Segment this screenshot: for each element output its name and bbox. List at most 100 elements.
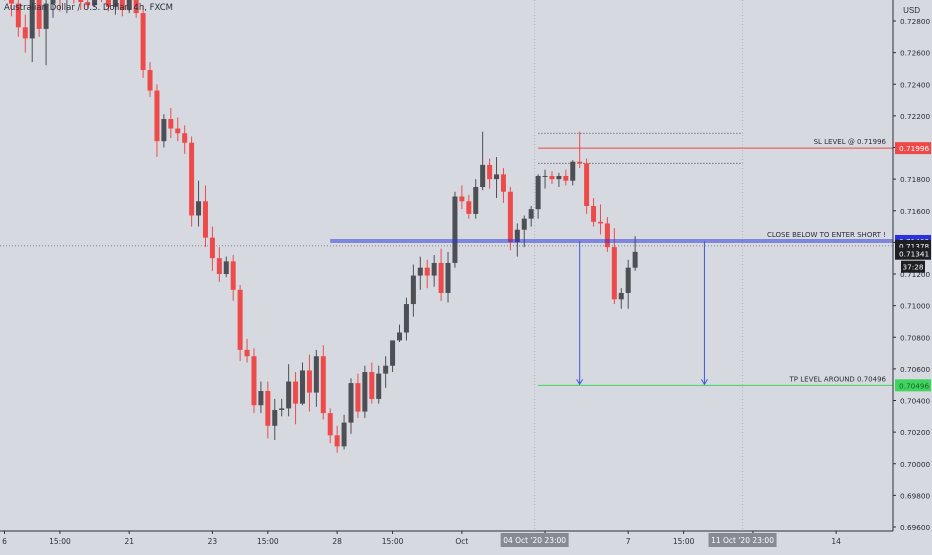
candle-body[interactable] (438, 262, 444, 293)
candle-body[interactable] (299, 370, 305, 404)
candle-body[interactable] (8, 0, 14, 4)
candle-body[interactable] (112, 0, 118, 7)
candle-body[interactable] (466, 201, 472, 214)
candle-body[interactable] (597, 221, 603, 224)
date-highlight-bg-1 (708, 533, 777, 547)
candle-body[interactable] (570, 161, 576, 181)
candle-body[interactable] (625, 267, 631, 293)
candle-body[interactable] (521, 218, 527, 230)
candle-body[interactable] (286, 381, 292, 409)
candle-body[interactable] (632, 251, 638, 268)
price-tick-label: 0.72200 (900, 112, 931, 121)
candle-body[interactable] (452, 196, 458, 263)
candle-body[interactable] (556, 175, 562, 180)
candle-body[interactable] (133, 0, 139, 14)
candle-body[interactable] (549, 175, 555, 180)
candle-body[interactable] (327, 413, 333, 436)
candle-body[interactable] (279, 408, 285, 410)
candle-body[interactable] (403, 304, 409, 333)
candle-body[interactable] (168, 119, 174, 129)
time-tick-label: 23 (208, 537, 218, 546)
candle-body[interactable] (78, 0, 84, 3)
candle-body[interactable] (15, 3, 21, 28)
candle-body[interactable] (154, 90, 160, 142)
candle-body[interactable] (209, 237, 215, 259)
candle-body[interactable] (272, 409, 278, 426)
entry-label: CLOSE BELOW TO ENTER SHORT ! (767, 231, 886, 239)
candle-body[interactable] (507, 191, 513, 243)
candle-body[interactable] (182, 133, 188, 143)
candle-body[interactable] (244, 349, 250, 357)
candle-body[interactable] (369, 372, 375, 399)
candle-body[interactable] (293, 381, 299, 404)
candle-body[interactable] (383, 365, 389, 374)
candle-body[interactable] (542, 175, 548, 177)
candle-body[interactable] (92, 0, 98, 6)
candle-body[interactable] (494, 174, 500, 180)
candle-body[interactable] (445, 262, 451, 293)
candle-body[interactable] (216, 258, 222, 274)
candle-body[interactable] (424, 267, 430, 276)
candle-body[interactable] (584, 163, 590, 207)
candle-body[interactable] (189, 142, 195, 216)
candle-body[interactable] (196, 201, 202, 216)
candle-body[interactable] (306, 370, 312, 393)
time-tick-label: 15:00 (382, 537, 404, 546)
candle-body[interactable] (43, 3, 49, 29)
candle-body[interactable] (29, 0, 35, 39)
candle-body[interactable] (591, 206, 597, 222)
candle-body[interactable] (348, 383, 354, 423)
time-tick-label: 15:00 (257, 537, 279, 546)
candle-body[interactable] (320, 356, 326, 414)
candle-body[interactable] (480, 164, 486, 188)
candle-body[interactable] (397, 332, 403, 341)
candle-body[interactable] (563, 175, 569, 181)
candle-body[interactable] (147, 70, 153, 91)
candle-body[interactable] (618, 292, 624, 300)
candle-body[interactable] (528, 209, 534, 219)
price-tick-label: 0.72600 (900, 49, 931, 58)
candle-body[interactable] (202, 201, 208, 238)
candle-body[interactable] (355, 383, 361, 412)
candle-body[interactable] (258, 391, 264, 406)
candle-body[interactable] (473, 187, 479, 214)
candle-body[interactable] (36, 0, 42, 29)
candle-body[interactable] (376, 373, 382, 399)
tp-price-tag: 0.70496 (899, 381, 930, 390)
candle-body[interactable] (251, 356, 257, 406)
candle-body[interactable] (341, 422, 347, 447)
candle-body[interactable] (500, 174, 506, 192)
candle-body[interactable] (175, 128, 181, 134)
candle-body[interactable] (431, 262, 437, 276)
candle-body[interactable] (417, 267, 423, 276)
candle-body[interactable] (119, 0, 125, 10)
candle-body[interactable] (105, 0, 111, 7)
candle-body[interactable] (535, 175, 541, 210)
candle-body[interactable] (126, 0, 132, 10)
candle-body[interactable] (140, 13, 146, 71)
candle-body[interactable] (237, 289, 243, 350)
candle-body[interactable] (410, 275, 416, 305)
candle-body[interactable] (611, 247, 617, 300)
candle-body[interactable] (487, 164, 493, 180)
candle-body[interactable] (223, 261, 229, 274)
time-tick-label: 6 (2, 537, 7, 546)
candle-body[interactable] (390, 340, 396, 366)
candle-body[interactable] (514, 229, 520, 243)
candle-body[interactable] (161, 119, 167, 142)
candle-body[interactable] (334, 435, 340, 447)
chart-title: Australian Dollar / U.S. Dollar, 4h, FXC… (4, 3, 173, 13)
candle-body[interactable] (265, 391, 271, 426)
candle-body[interactable] (22, 27, 28, 39)
candle-body[interactable] (85, 2, 91, 6)
candle-body[interactable] (50, 0, 56, 4)
time-tick-label: Oct (455, 537, 468, 546)
candle-body[interactable] (313, 356, 319, 393)
candle-body[interactable] (230, 261, 236, 290)
candle-body[interactable] (459, 196, 465, 202)
candle-body[interactable] (362, 372, 368, 412)
candle-body[interactable] (577, 161, 583, 164)
candle-body[interactable] (604, 223, 610, 248)
price-tick-label: 0.72400 (900, 80, 931, 89)
